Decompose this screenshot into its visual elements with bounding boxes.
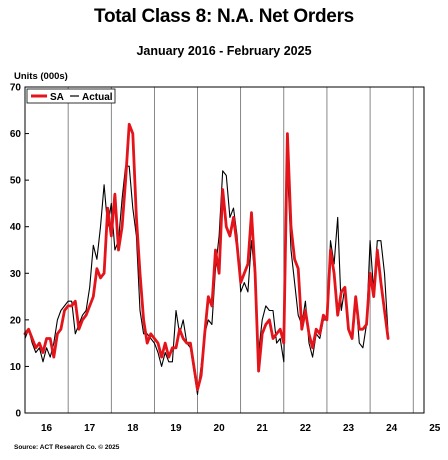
axis-ticks: 0 10 20 30 40 50 60 70 16 17 18 19 20 21 22 23 24 25 xyxy=(10,83,441,435)
source-note: Source: ACT Research Co. © 2025 xyxy=(14,444,120,451)
plot-frame xyxy=(24,86,425,414)
series-line-sa xyxy=(23,122,390,392)
x-tick-label: 22 xyxy=(300,423,312,434)
y-tick-label: 0 xyxy=(15,409,21,420)
x-tick-label: 20 xyxy=(214,423,226,434)
legend: SA Actual xyxy=(26,88,116,104)
y-tick-label: 70 xyxy=(10,83,22,94)
series-lines xyxy=(23,122,390,395)
y-axis-label: Units (000s) xyxy=(14,71,68,82)
x-tick-label: 16 xyxy=(41,423,53,434)
x-tick-label: 19 xyxy=(170,423,182,434)
y-tick-label: 40 xyxy=(10,222,22,233)
x-tick-label: 18 xyxy=(127,423,139,434)
y-tick-label: 30 xyxy=(10,269,22,280)
x-tick-label: 23 xyxy=(343,423,355,434)
legend-label-actual: Actual xyxy=(82,92,113,103)
y-tick-label: 10 xyxy=(10,362,22,373)
year-gridlines xyxy=(67,87,414,413)
chart-subtitle: January 2016 - February 2025 xyxy=(136,44,312,58)
legend-label-sa: SA xyxy=(50,92,64,103)
x-tick-label: 17 xyxy=(84,423,96,434)
y-tick-label: 50 xyxy=(10,176,22,187)
y-tick-label: 60 xyxy=(10,129,22,140)
y-tick-label: 20 xyxy=(10,315,22,326)
x-tick-label: 21 xyxy=(257,423,269,434)
x-tick-label: 24 xyxy=(386,423,398,434)
chart-title: Total Class 8: N.A. Net Orders xyxy=(94,6,354,27)
x-tick-label: 25 xyxy=(429,423,441,434)
